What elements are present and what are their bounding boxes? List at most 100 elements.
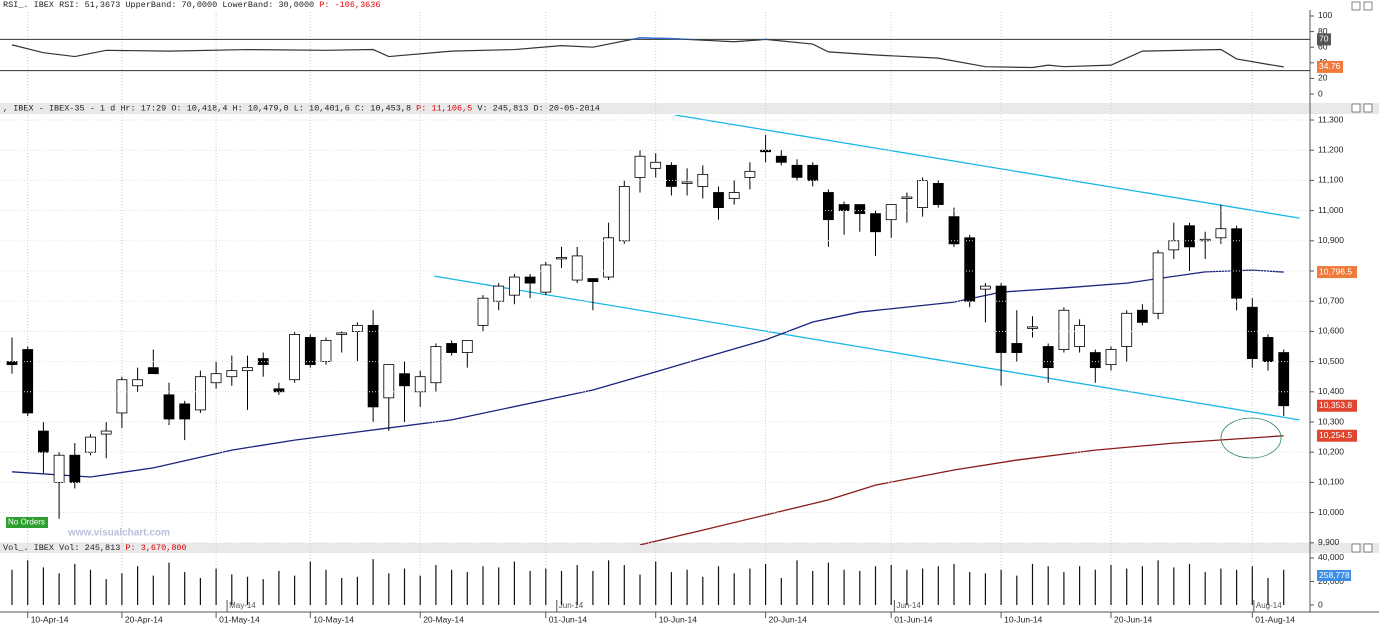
candle-body xyxy=(1168,240,1180,251)
candle-body xyxy=(1278,352,1290,407)
rsi-header: RSI_. IBEX RSI: 51,3673 UpperBand: 70,00… xyxy=(3,0,380,10)
candle-body xyxy=(1027,326,1038,329)
candle-body xyxy=(854,204,866,215)
x-tick-label: 20-Apr-14 xyxy=(125,614,163,624)
value-box xyxy=(1317,60,1343,73)
y-tick-label: 0 xyxy=(1318,599,1323,609)
candle-body xyxy=(477,297,489,326)
value-box-label: 10,254.5 xyxy=(1319,430,1352,440)
y-tick-label: 80 xyxy=(1318,26,1328,36)
price-header-text: , IBEX - IBEX-35 - 1 d Hr: 17:29 O: 10,4… xyxy=(3,104,416,114)
candle-body xyxy=(1137,309,1148,323)
y-tick-label: 60 xyxy=(1318,41,1328,51)
month-tick-label: May-14 xyxy=(229,601,256,610)
candle-body xyxy=(964,237,976,302)
value-box-label: 10,796.5 xyxy=(1319,266,1352,276)
candle-body xyxy=(556,257,567,260)
candle-body xyxy=(1089,352,1101,369)
y-tick-label: 10,500 xyxy=(1318,356,1344,366)
candle-body xyxy=(367,324,379,408)
candle-body xyxy=(618,186,630,242)
y-tick-label: 10,700 xyxy=(1318,295,1344,305)
candle-body xyxy=(1184,225,1195,248)
candle-body xyxy=(38,430,49,453)
candle-body xyxy=(650,161,662,169)
candle-body xyxy=(22,349,34,414)
candle-body xyxy=(885,204,897,221)
value-box-label: 10,353.8 xyxy=(1319,400,1352,410)
candle-body xyxy=(1231,228,1242,299)
price-header: , IBEX - IBEX-35 - 1 d Hr: 17:29 O: 10,4… xyxy=(3,104,600,114)
candle-body xyxy=(1215,228,1227,239)
no-orders-badge xyxy=(6,517,48,528)
candle-body xyxy=(744,170,756,178)
candle-body xyxy=(179,403,191,420)
x-tick-label: 10-Jun-14 xyxy=(659,614,698,624)
month-tick-label: Jun-14 xyxy=(896,601,921,610)
value-box xyxy=(1317,429,1357,442)
candle-body xyxy=(132,379,144,387)
candle-body xyxy=(980,285,991,290)
y-tick-label: 10,600 xyxy=(1318,326,1344,336)
candle-body xyxy=(807,164,819,181)
candle-body xyxy=(995,285,1007,353)
candle-body xyxy=(1011,343,1023,353)
plot-layer: 10-Apr-14 20-Apr-14 01-May-14 10-May-14 20-M… xyxy=(0,10,1357,624)
value-box-label: 70 xyxy=(1319,34,1329,44)
price-header-highlight: P: 11,106,5 xyxy=(416,104,472,114)
y-tick-label: 0 xyxy=(1318,88,1323,98)
candle-body xyxy=(775,155,787,163)
volume-header-bar xyxy=(0,543,1379,553)
price-header-bar xyxy=(0,103,1379,114)
candle-body xyxy=(1262,337,1274,363)
x-tick-label: 20-Jun-14 xyxy=(1114,614,1153,624)
candle-body xyxy=(210,373,222,384)
candle-body xyxy=(1246,306,1258,359)
price-plot xyxy=(6,115,1300,545)
candle-body xyxy=(901,196,913,199)
trendline xyxy=(434,275,1300,421)
candle-body xyxy=(289,334,301,381)
candle-body xyxy=(100,430,112,435)
candle-body xyxy=(870,213,881,233)
window-buttons[interactable] xyxy=(1351,1,1373,553)
y-tick-label: 40,000 xyxy=(1318,552,1344,562)
candle-body xyxy=(53,454,65,483)
candle-body xyxy=(147,367,159,375)
y-tick-label: 11,000 xyxy=(1318,205,1344,215)
candle-body xyxy=(1074,324,1085,347)
candle-body xyxy=(508,276,520,296)
trendline xyxy=(674,115,1300,219)
moving-average xyxy=(639,435,1284,545)
candle-body xyxy=(728,192,740,199)
candle-body xyxy=(320,340,332,363)
candle-body xyxy=(587,278,599,282)
candle-body xyxy=(681,181,693,184)
candle-body xyxy=(85,436,96,453)
candle-body xyxy=(273,388,285,393)
candle-body xyxy=(383,364,395,399)
no-orders-text: No Orders xyxy=(8,518,45,527)
candle-body xyxy=(634,155,646,178)
candle-body xyxy=(430,346,442,384)
candle-body xyxy=(69,454,81,483)
candle-body xyxy=(666,164,677,187)
candle-body xyxy=(399,373,410,387)
y-tick-label: 11,300 xyxy=(1318,114,1344,124)
candle-body xyxy=(540,264,552,293)
volume-header-text: Vol_. IBEX Vol: 245,813 xyxy=(3,543,125,553)
candle-body xyxy=(446,343,458,353)
candle-body xyxy=(461,340,473,353)
candle-body xyxy=(163,394,175,420)
candle-body xyxy=(116,379,128,414)
candle-body xyxy=(948,216,960,245)
rsi-header-text: RSI_. IBEX RSI: 51,3673 UpperBand: 70,00… xyxy=(3,0,319,10)
candle-body xyxy=(838,204,850,212)
candle-body xyxy=(304,337,316,366)
candle-body xyxy=(932,183,944,205)
candle-body xyxy=(242,367,253,372)
x-tick-label: 01-Aug-14 xyxy=(1255,614,1295,624)
candle-body xyxy=(1121,312,1133,347)
last-volume-box xyxy=(1317,570,1351,581)
last-volume-label: 258,778 xyxy=(1319,570,1350,580)
